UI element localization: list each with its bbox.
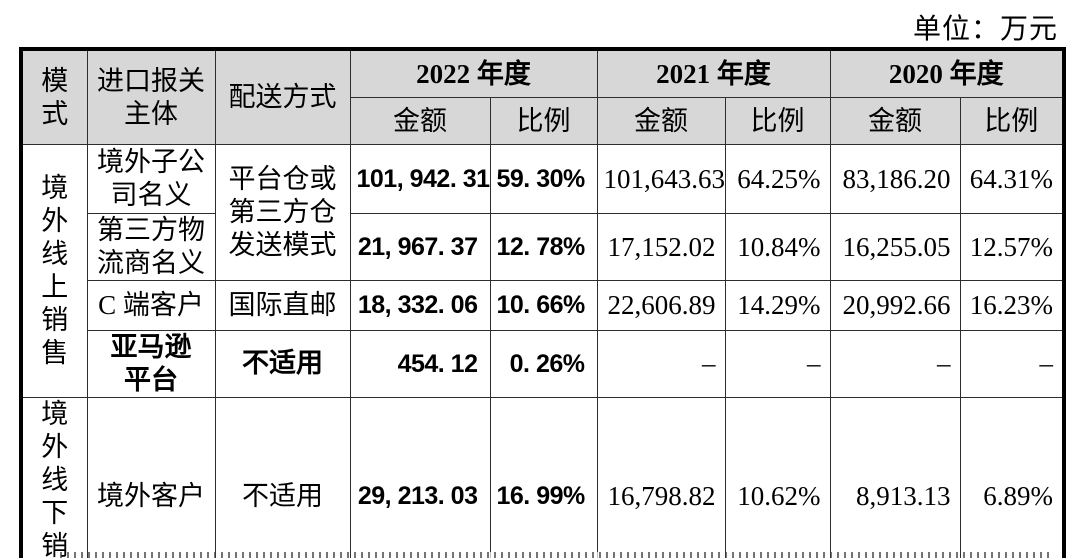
mode-cell-online: 境外线上销售 [20,144,88,398]
amount-2022-cell: 454. 12 [349,330,491,398]
ratio-2022-cell: 10. 66% [489,280,598,331]
ratio-2021-cell: 14.29% [724,280,831,331]
entity-text: 亚马逊平台 [110,332,192,395]
amount-2021-cell: 16,798.82 [596,396,726,558]
amount-2021-cell: 17,152.02 [596,213,726,281]
entity-cell: C 端客户 [86,280,216,331]
ratio-2022-cell: 16. 99% [489,396,598,558]
ratio-2020-cell: 64.31% [959,144,1065,214]
mode-cell-offline: 境外线下销售 [20,396,88,558]
header-ratio-2020: 比例 [959,97,1065,145]
header-ratio-2021: 比例 [724,97,831,145]
amount-2021-cell: 22,606.89 [596,280,726,331]
amount-2020-cell: 8,913.13 [829,396,961,558]
amount-2021-cell: 101,643.63 [596,144,726,214]
header-entity: 进口报关主体 [86,48,216,145]
entity-cell: 境外客户 [86,396,216,558]
ratio-2020-cell: 16.23% [959,280,1065,331]
header-delivery: 配送方式 [214,48,351,145]
sales-breakdown-table: 模式 进口报关主体 配送方式 2022 年度 2021 年度 2020 年度 金… [19,47,1066,558]
ratio-2020-cell: 6.89% [959,396,1065,558]
header-mode: 模式 [20,48,88,145]
header-ratio-2022: 比例 [489,97,598,145]
unit-label: 单位：万元 [912,14,1058,45]
header-amount-2021: 金额 [596,97,726,145]
header-year-2022: 2022 年度 [349,48,598,98]
ratio-2021-cell: 10.62% [724,396,831,558]
header-row-measures: 金额 比例 金额 比例 金额 比例 [21,97,1065,145]
header-row-years: 模式 进口报关主体 配送方式 2022 年度 2021 年度 2020 年度 [20,48,1065,145]
amount-2020-cell: 83,186.20 [829,144,961,214]
ratio-2021-cell: – [724,330,831,398]
entity-cell: 亚马逊平台 [86,330,216,398]
table-row: C 端客户 国际直邮 18, 332. 06 10. 66% 22,606.89… [21,280,1065,331]
amount-2022-cell: 21, 967. 37 [349,213,491,281]
header-amount-2020: 金额 [829,97,961,145]
entity-cell: 第三方物流商名义 [86,213,216,281]
ratio-2020-cell: 12.57% [959,213,1065,281]
delivery-cell: 不适用 [214,330,351,398]
ratio-2022-cell: 0. 26% [489,330,598,398]
ratio-2021-cell: 10.84% [724,213,831,281]
amount-2022-cell: 101, 942. 31 [349,144,491,214]
delivery-cell: 国际直邮 [214,280,351,331]
amount-2021-cell: – [596,330,726,398]
table-row: 第三方物流商名义 21, 967. 37 12. 78% 17,152.02 1… [21,213,1065,281]
amount-2022-cell: 29, 213. 03 [349,396,491,558]
delivery-cell: 平台仓或第三方仓发送模式 [214,144,351,281]
table-row: 境外线下销售 境外客户 不适用 29, 213. 03 16. 99% 16,7… [20,396,1065,558]
ratio-2020-cell: – [959,330,1065,398]
table-row: 境外线上销售 境外子公司名义 平台仓或第三方仓发送模式 101, 942. 31… [20,144,1065,398]
ratio-2021-cell: 64.25% [724,144,831,214]
header-year-2021: 2021 年度 [596,48,831,98]
amount-2020-cell: 16,255.05 [829,213,961,281]
amount-2020-cell: – [829,330,961,398]
amount-2022-cell: 18, 332. 06 [349,280,491,331]
amount-2020-cell: 20,992.66 [829,280,961,331]
entity-cell: 境外子公司名义 [86,144,216,214]
ratio-2022-cell: 12. 78% [489,213,598,281]
ratio-2022-cell: 59. 30% [489,144,598,214]
cut-off-text-line [60,552,1050,558]
header-year-2020: 2020 年度 [829,48,1065,98]
delivery-cell: 不适用 [214,396,351,558]
header-amount-2022: 金额 [349,97,491,145]
table-row: 亚马逊平台 不适用 454. 12 0. 26% – – – – [21,330,1065,398]
